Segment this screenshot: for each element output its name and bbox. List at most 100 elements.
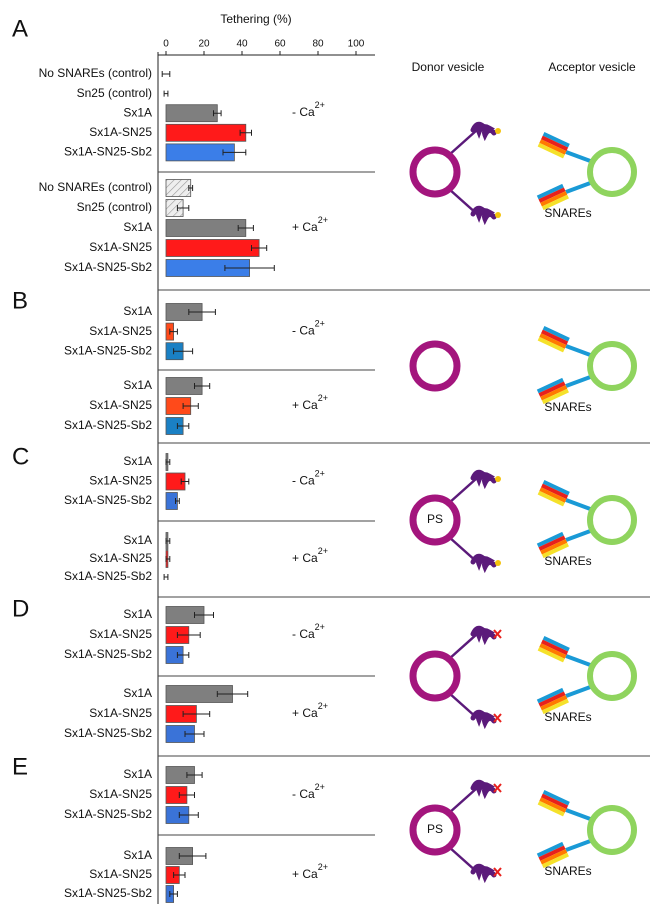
condition-superscript: 2+ <box>318 546 328 556</box>
acceptor-vesicle <box>590 498 634 542</box>
category-label: Sx1A-SN25-Sb2 <box>64 647 152 661</box>
donor-vesicle <box>413 344 457 388</box>
category-label: No SNAREs (control) <box>39 180 152 194</box>
condition-label: - Ca2+ <box>292 782 325 801</box>
category-label: Sx1A-SN25-Sb2 <box>64 260 152 274</box>
category-label: Sx1A-SN25 <box>89 867 152 881</box>
condition: - Ca <box>292 787 315 801</box>
category-label: Sx1A <box>123 304 152 318</box>
category-label: Sx1A-SN25-Sb2 <box>64 418 152 432</box>
category-label: Sx1A-SN25 <box>89 324 152 338</box>
condition-superscript: 2+ <box>318 215 328 225</box>
category-label: Sx1A-SN25 <box>89 627 152 641</box>
category-label: Sx1A-SN25-Sb2 <box>64 886 152 900</box>
snare-complex <box>538 132 570 158</box>
panel-label: C <box>12 443 29 470</box>
linker <box>449 478 477 503</box>
category-label: No SNAREs (control) <box>39 66 152 80</box>
ca-site <box>495 476 501 482</box>
c2-domain <box>473 866 494 877</box>
category-label: Sx1A-SN25-Sb2 <box>64 807 152 821</box>
ca-site <box>495 560 501 566</box>
snare-complex <box>538 636 570 662</box>
ca-site <box>495 212 501 218</box>
donor-label: PS <box>427 512 443 526</box>
x-tick-label: 100 <box>348 39 365 50</box>
c2-domain <box>473 208 494 219</box>
x-tick-label: 60 <box>274 39 286 50</box>
x-tick-label: 20 <box>198 39 210 50</box>
snare-anchor <box>566 182 593 192</box>
snare-anchor <box>566 686 593 696</box>
snare-anchor <box>566 500 593 510</box>
condition-label: + Ca2+ <box>292 862 328 881</box>
bar <box>166 124 246 141</box>
category-label: Sx1A-SN25-Sb2 <box>64 569 152 583</box>
x-tick-label: 80 <box>312 39 324 50</box>
category-label: Sx1A-SN25 <box>89 551 152 565</box>
category-label: Sx1A <box>123 105 152 119</box>
donor-header: Donor vesicle <box>412 60 485 74</box>
acceptor-label: SNAREs <box>544 864 591 878</box>
snare-anchor <box>566 656 593 666</box>
condition-label: - Ca2+ <box>292 101 325 120</box>
condition-label: + Ca2+ <box>292 546 328 565</box>
category-label: Sn25 (control) <box>77 200 152 214</box>
category-label: Sx1A <box>123 686 152 700</box>
category-label: Sx1A <box>123 767 152 781</box>
category-label: Sx1A <box>123 220 152 234</box>
c2-domain <box>473 712 494 723</box>
condition-superscript: 2+ <box>318 393 328 403</box>
condition: - Ca <box>292 627 315 641</box>
category-label: Sx1A <box>123 607 152 621</box>
category-label: Sx1A-SN25-Sb2 <box>64 726 152 740</box>
condition-label: + Ca2+ <box>292 393 328 412</box>
snare-anchor <box>566 152 593 162</box>
x-axis-title: Tethering (%) <box>220 12 291 26</box>
snare-complex <box>538 480 570 506</box>
acceptor-label: SNAREs <box>544 710 591 724</box>
linker <box>449 634 477 659</box>
category-label: Sx1A-SN25-Sb2 <box>64 145 152 159</box>
panel-label: D <box>12 595 29 622</box>
c2-domain <box>473 472 494 483</box>
snare-anchor <box>566 530 593 540</box>
c2-domain <box>473 782 494 793</box>
linker <box>449 130 477 155</box>
category-label: Sx1A-SN25 <box>89 240 152 254</box>
condition-superscript: 2+ <box>315 319 325 329</box>
donor-label: PS <box>427 822 443 836</box>
acceptor-vesicle <box>590 344 634 388</box>
category-label: Sx1A <box>123 378 152 392</box>
ca-site <box>495 128 501 134</box>
condition: + Ca <box>292 220 318 234</box>
condition: - Ca <box>292 105 315 119</box>
condition-superscript: 2+ <box>315 622 325 632</box>
condition: + Ca <box>292 867 318 881</box>
bar <box>166 220 246 237</box>
condition-superscript: 2+ <box>315 101 325 111</box>
condition-label: + Ca2+ <box>292 215 328 234</box>
category-label: Sx1A-SN25 <box>89 125 152 139</box>
snare-complex <box>538 326 570 352</box>
figure: Tethering (%) Donor vesicle Acceptor ves… <box>0 0 650 904</box>
acceptor-label: SNAREs <box>544 554 591 568</box>
c2-domain <box>473 124 494 135</box>
x-tick-label: 0 <box>163 39 169 50</box>
category-label: Sx1A-SN25 <box>89 398 152 412</box>
condition: + Ca <box>292 551 318 565</box>
condition-superscript: 2+ <box>318 862 328 872</box>
condition-superscript: 2+ <box>315 782 325 792</box>
panel-label: A <box>12 15 28 42</box>
condition: + Ca <box>292 706 318 720</box>
acceptor-vesicle <box>590 654 634 698</box>
category-label: Sx1A <box>123 533 152 547</box>
panel-label: B <box>12 287 28 314</box>
category-label: Sx1A-SN25 <box>89 706 152 720</box>
error-bar <box>162 71 170 77</box>
category-label: Sx1A-SN25 <box>89 787 152 801</box>
condition: - Ca <box>292 474 315 488</box>
bar <box>166 240 259 257</box>
snare-complex <box>538 790 570 816</box>
snare-anchor <box>566 346 593 356</box>
